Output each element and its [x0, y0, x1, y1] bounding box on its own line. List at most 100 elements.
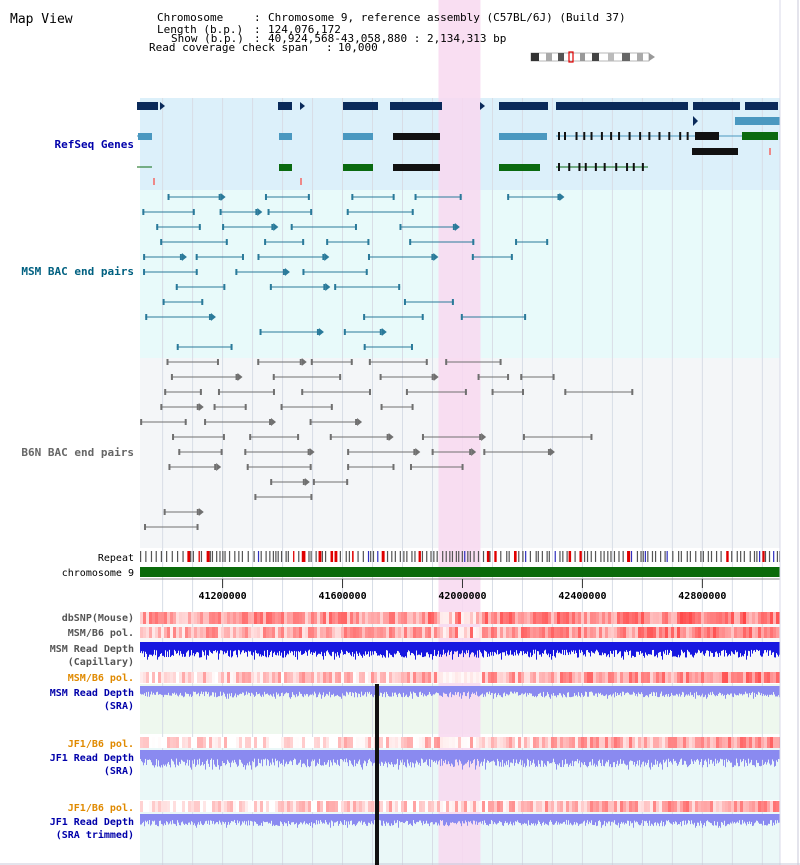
track-title-jf1-b6-pol[interactable]: JF1/B6 pol. — [68, 739, 134, 750]
jf1-sra-depth — [416, 750, 417, 761]
jf1-pol-cell — [698, 737, 701, 748]
msm-pol-cell — [260, 627, 263, 638]
jf1-sra-depth — [497, 750, 498, 759]
msm-sra-depth — [765, 686, 766, 695]
msm-pol2-cell — [182, 672, 185, 683]
msm-capillary-depth — [435, 642, 436, 656]
jf1-sra-depth — [346, 750, 347, 759]
msm-sra-depth — [172, 686, 173, 694]
msm-capillary-depth — [534, 642, 535, 654]
msm-sra-depth — [652, 686, 653, 697]
msm-capillary-depth — [532, 642, 533, 656]
msm-capillary-depth — [722, 642, 723, 651]
jf1-sra-depth — [487, 750, 488, 761]
b6n-bac-end — [217, 389, 220, 395]
msm-pol-cell — [440, 627, 443, 638]
jf1-sra-depth — [220, 750, 221, 767]
highlight-region[interactable] — [438, 0, 481, 865]
dbsnp-cell — [314, 612, 317, 624]
jf1-trim-depth — [601, 814, 602, 828]
jf1-sra-depth — [147, 750, 148, 760]
track-title-jf1-depth-trim[interactable]: JF1 Read Depth — [50, 817, 134, 828]
b6n-bac-end — [246, 464, 249, 470]
msm-sra-depth — [339, 686, 340, 697]
jf1-trim-depth — [217, 814, 218, 823]
jf1-sra-depth — [285, 750, 286, 764]
track-title-repeat[interactable]: Repeat — [98, 553, 134, 564]
jf1-sra-depth — [189, 750, 190, 761]
msm-pol-cell — [611, 627, 614, 638]
msm-capillary-depth — [490, 642, 491, 653]
msm-sra-depth — [348, 686, 349, 695]
msm-sra-depth — [406, 686, 407, 695]
msm-capillary-depth — [223, 642, 224, 655]
track-title-msm-depth-sra[interactable]: MSM Read Depth — [50, 688, 134, 699]
msm-pol2-cell — [152, 672, 155, 683]
jf1-sra-depth — [353, 750, 354, 767]
msm-sra-depth — [236, 686, 237, 698]
jf1-trim-depth — [436, 814, 437, 823]
track-title-dbsnp[interactable]: dbSNP(Mouse) — [62, 613, 134, 624]
msm-capillary-depth — [568, 642, 569, 655]
msm-pol-cell — [635, 627, 638, 638]
track-title-refseq[interactable]: RefSeq Genes — [55, 138, 134, 151]
jf1-sra-depth — [171, 750, 172, 759]
gene-block — [556, 102, 688, 110]
position-cursor[interactable] — [375, 684, 379, 865]
jf1-trim-depth — [245, 814, 246, 825]
msm-sra-depth — [381, 686, 382, 693]
msm-capillary-depth — [478, 642, 479, 658]
msm-capillary-depth — [399, 642, 400, 653]
msm-capillary-depth — [406, 642, 407, 658]
jf1-pol-cell — [242, 737, 245, 748]
jf1-sra-depth — [618, 750, 619, 766]
track-title-b6n-bac[interactable]: B6N BAC end pairs — [21, 446, 134, 459]
msm-sra-depth — [587, 686, 588, 697]
msm-sra-depth — [551, 686, 552, 695]
jf1-pol-cell — [329, 737, 332, 748]
msm-sra-depth — [183, 686, 184, 698]
track-title-jf1-b6-pol-2[interactable]: JF1/B6 pol. — [68, 803, 134, 814]
track-title-msm-depth-capillary[interactable]: MSM Read Depth — [50, 644, 134, 655]
track-title-msm-bac[interactable]: MSM BAC end pairs — [21, 265, 134, 278]
msm-capillary-depth — [751, 642, 752, 650]
dbsnp-cell — [368, 612, 371, 624]
jf1-pol-cell — [398, 737, 401, 748]
jf1-sra-depth — [587, 750, 588, 768]
chromosome-bar[interactable] — [140, 567, 780, 577]
track-title-msm-b6-pol[interactable]: MSM/B6 pol. — [68, 628, 134, 639]
jf1-pol2-cell — [311, 801, 314, 812]
jf1-sra-depth — [386, 750, 387, 764]
jf1-trim-depth — [749, 814, 750, 822]
msm-capillary-depth — [448, 642, 449, 651]
msm-capillary-depth — [753, 642, 754, 651]
jf1-sra-depth — [566, 750, 567, 764]
msm-sra-depth — [495, 686, 496, 693]
jf1-trim-depth — [286, 814, 287, 824]
msm-sra-depth — [511, 686, 512, 692]
repeat-mark — [455, 551, 457, 562]
msm-pol-cell — [149, 627, 152, 638]
jf1-pol2-cell — [410, 801, 413, 812]
jf1-pol-cell — [476, 737, 479, 748]
msm-capillary-depth — [325, 642, 326, 656]
jf1-trim-depth — [163, 814, 164, 826]
jf1-sra-depth — [256, 750, 257, 767]
track-title-jf1-depth-sra[interactable]: JF1 Read Depth — [50, 753, 134, 764]
track-title-chromosome[interactable]: chromosome 9 — [62, 568, 134, 579]
track-title-msm-b6-pol-2[interactable]: MSM/B6 pol. — [68, 673, 134, 684]
jf1-pol-cell — [626, 737, 629, 748]
msm-pol-cell — [572, 627, 575, 638]
jf1-trim-depth — [662, 814, 663, 827]
msm-pol-cell — [653, 627, 656, 638]
jf1-sra-depth — [389, 750, 390, 765]
jf1-trim-depth — [213, 814, 214, 822]
jf1-trim-depth — [756, 814, 757, 821]
gene-exon — [568, 163, 571, 171]
msm-sra-depth — [362, 686, 363, 696]
jf1-sra-depth — [672, 750, 673, 765]
jf1-trim-depth — [430, 814, 431, 823]
jf1-sra-depth — [394, 750, 395, 765]
msm-pol-cell — [647, 627, 650, 638]
chromosome-ideogram-icon[interactable] — [530, 51, 655, 63]
